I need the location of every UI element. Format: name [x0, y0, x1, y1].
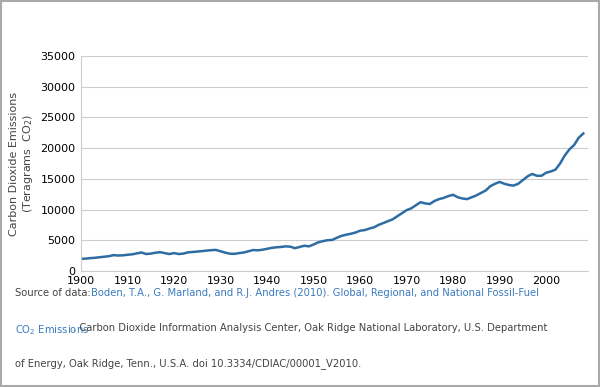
Text: CO$_2$ Emissions: CO$_2$ Emissions [15, 323, 89, 337]
Text: of Energy, Oak Ridge, Tenn., U.S.A. doi 10.3334/CDIAC/00001_V2010.: of Energy, Oak Ridge, Tenn., U.S.A. doi … [15, 358, 361, 369]
Text: Boden, T.A., G. Marland, and R.J. Andres (2010). Global, Regional, and National : Boden, T.A., G. Marland, and R.J. Andres… [91, 288, 539, 298]
Y-axis label: Carbon Dioxide Emissions
(Teragrams  CO$_2$): Carbon Dioxide Emissions (Teragrams CO$_… [9, 91, 35, 236]
Text: Source of data:: Source of data: [15, 288, 94, 298]
Text: Global Carbon Dioxide (CO$_2$) emissions from fossil$-$fuels 1900$-$2008: Global Carbon Dioxide (CO$_2$) emissions… [15, 14, 600, 35]
Text: . Carbon Dioxide Information Analysis Center, Oak Ridge National Laboratory, U.S: . Carbon Dioxide Information Analysis Ce… [73, 323, 548, 333]
